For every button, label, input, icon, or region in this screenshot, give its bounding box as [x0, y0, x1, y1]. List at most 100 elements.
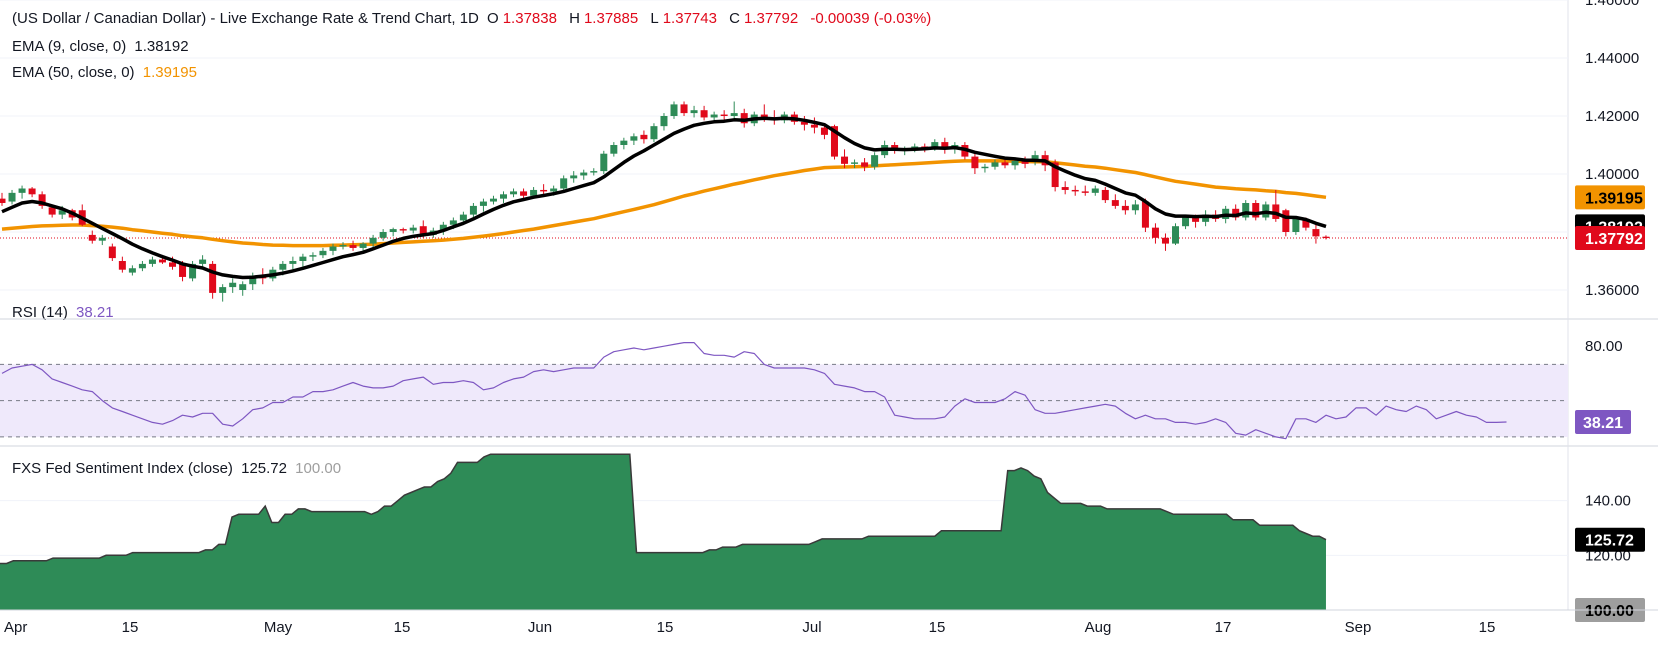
candle-body: [459, 214, 467, 221]
ema9-line: [1, 116, 1327, 280]
x-tick-label: 17: [1215, 619, 1232, 636]
candle-body: [0, 198, 6, 203]
candle-body: [590, 171, 598, 173]
candle-body: [349, 245, 357, 248]
candle-body: [1312, 229, 1320, 237]
candle-body: [199, 259, 207, 264]
candle-body: [1101, 189, 1109, 201]
candle-body: [128, 268, 136, 273]
candle-body: [98, 237, 106, 241]
change-value: -0.00039 (-0.03%): [810, 10, 932, 27]
rsi-label: RSI (14): [12, 304, 68, 321]
fxs-tag-label: 125.72: [1585, 533, 1634, 550]
candle-body: [1081, 191, 1089, 193]
candle-body: [861, 162, 869, 167]
candle-body: [500, 194, 507, 199]
candle-body: [329, 246, 337, 251]
price-tick-label: 1.46000: [1585, 0, 1639, 9]
candle-body: [1282, 210, 1290, 232]
ema9-label: EMA (9, close, 0): [12, 38, 127, 55]
candle-body: [169, 262, 177, 267]
fxs-legend: FXS Fed Sentiment Index (close) 125.72 1…: [12, 460, 345, 477]
candle-body: [1121, 205, 1129, 211]
candle-body: [991, 162, 999, 167]
rsi-tag-box: [1575, 410, 1631, 435]
fxs-area: [0, 454, 1326, 610]
candle-body: [48, 207, 56, 215]
fxs-tick-label: 140.00: [1585, 493, 1631, 510]
candle-body: [1302, 218, 1310, 228]
x-tick-label: 15: [929, 619, 946, 636]
candle-body: [1021, 160, 1029, 164]
candle-body: [1011, 160, 1019, 166]
open-label: O: [487, 10, 499, 27]
candle-body: [650, 126, 658, 140]
candle-body: [670, 104, 678, 116]
rsi-value: 38.21: [76, 304, 114, 321]
candle-body: [1242, 203, 1250, 218]
chart-header: (US Dollar / Canadian Dollar) - Live Exc…: [12, 10, 935, 27]
x-tick-label: May: [264, 619, 293, 636]
fxs-value: 125.72: [241, 460, 287, 477]
ema50-label: EMA (50, close, 0): [12, 64, 135, 81]
low-number: 1.37743: [662, 10, 717, 27]
candle-body: [1071, 189, 1079, 192]
close-label: C: [729, 10, 740, 27]
ema50-value: 1.39195: [142, 64, 197, 81]
price-tick-label: 1.40000: [1585, 166, 1639, 183]
candle-body: [189, 263, 197, 279]
close-value: C 1.37792: [729, 10, 802, 27]
candle-body: [730, 113, 738, 116]
candle-body: [981, 166, 989, 169]
x-tick-label: Aug: [1085, 619, 1112, 636]
candle-body: [1232, 208, 1240, 218]
candle-body: [339, 245, 347, 247]
x-tick-label: 15: [394, 619, 411, 636]
candle-body: [179, 263, 187, 277]
chart-title: (US Dollar / Canadian Dollar) - Live Exc…: [12, 10, 479, 27]
candle-body: [1111, 200, 1119, 206]
candle-body: [941, 142, 949, 150]
candle-body: [108, 246, 116, 259]
candle-body: [540, 189, 548, 192]
low-value: L 1.37743: [650, 10, 721, 27]
close-number: 1.37792: [743, 10, 799, 27]
candle-body: [841, 156, 849, 164]
candle-body: [8, 192, 16, 202]
candle-body: [289, 261, 297, 264]
rsi-tag-label: 38.21: [1583, 415, 1623, 432]
candle-body: [810, 124, 818, 128]
high-label: H: [569, 10, 580, 27]
price-tick-label: 1.44000: [1585, 50, 1639, 67]
candle-body: [680, 104, 688, 114]
fxs-label: FXS Fed Sentiment Index (close): [12, 460, 233, 477]
high-value: H 1.37885: [569, 10, 642, 27]
candle-body: [229, 282, 237, 288]
ema50-legend: EMA (50, close, 0) 1.39195: [12, 64, 201, 81]
candle-body: [279, 263, 287, 270]
candle-body: [760, 114, 768, 118]
candle-body: [1172, 226, 1180, 244]
candle-body: [740, 113, 748, 124]
x-tick-label: Sep: [1345, 619, 1372, 636]
candle-body: [399, 229, 407, 231]
candle-body: [18, 188, 26, 193]
candle-body: [158, 259, 166, 263]
candle-body: [720, 114, 728, 116]
price-tag-box: [1575, 185, 1645, 210]
candle-body: [560, 178, 568, 189]
candle-body: [1322, 236, 1330, 239]
candle-body: [489, 198, 497, 202]
candle-body: [479, 201, 487, 206]
candle-body: [1161, 237, 1169, 244]
candle-body: [239, 284, 247, 290]
candle-body: [1151, 227, 1159, 238]
candle-body: [209, 263, 217, 293]
candle-body: [800, 121, 808, 125]
candle-body: [58, 210, 66, 215]
candle-body: [1001, 162, 1009, 166]
candle-body: [148, 259, 156, 264]
candle-body: [1192, 217, 1200, 222]
candle-body: [379, 232, 387, 238]
